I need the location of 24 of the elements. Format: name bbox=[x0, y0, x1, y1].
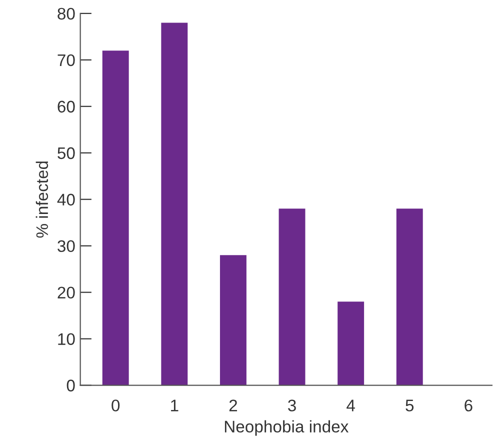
y-tick-label: 50 bbox=[58, 147, 75, 160]
bar bbox=[102, 50, 129, 386]
y-tick-label: 30 bbox=[58, 240, 75, 252]
x-tick-label: 0 bbox=[112, 400, 120, 412]
x-tick-label: 3 bbox=[288, 400, 296, 412]
x-tick-label: 2 bbox=[229, 400, 238, 412]
x-axis-title: Neophobia index bbox=[224, 420, 349, 436]
bar bbox=[278, 208, 306, 386]
y-tick-label: 60 bbox=[58, 100, 75, 113]
y-tick-label: 70 bbox=[58, 54, 75, 66]
x-tick-label: 5 bbox=[406, 400, 414, 412]
bar bbox=[220, 255, 246, 386]
y-tick-label: 20 bbox=[58, 286, 75, 299]
y-tick-label: 10 bbox=[58, 333, 75, 346]
y-tick-label: 80 bbox=[58, 8, 75, 20]
bar bbox=[161, 22, 188, 386]
x-tick-label: 6 bbox=[464, 400, 472, 412]
bar bbox=[396, 208, 423, 386]
y-axis-title: % infected bbox=[36, 162, 48, 238]
x-tick-label: 4 bbox=[346, 400, 355, 412]
y-tick-label: 0 bbox=[66, 380, 75, 392]
y-tick-label: 40 bbox=[57, 194, 75, 206]
x-tick-label: 1 bbox=[171, 400, 178, 412]
bar bbox=[338, 302, 364, 386]
